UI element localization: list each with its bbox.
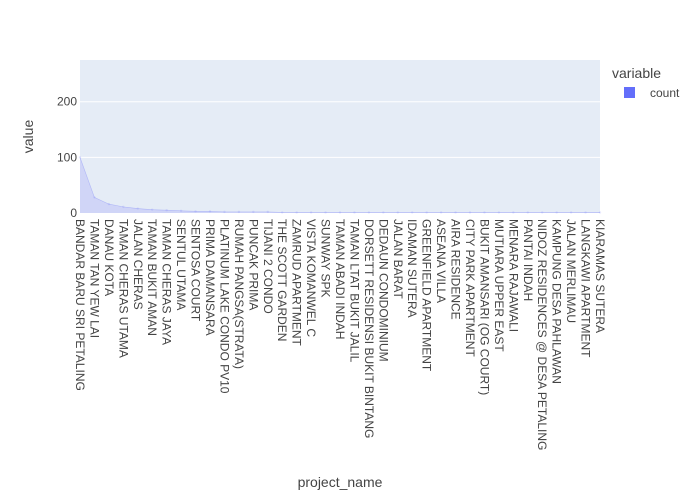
- data-point[interactable]: [396, 211, 399, 214]
- data-point[interactable]: [266, 210, 269, 214]
- data-point[interactable]: [179, 209, 183, 212]
- x-tick-label: PANTAI INDAH: [521, 219, 535, 301]
- data-point[interactable]: [136, 207, 139, 210]
- data-point[interactable]: [569, 211, 573, 214]
- x-axis-title: project_name: [298, 474, 383, 490]
- data-point[interactable]: [252, 210, 255, 214]
- data-point[interactable]: [223, 210, 226, 214]
- data-point[interactable]: [309, 211, 313, 214]
- area-line-count: [79, 157, 600, 213]
- data-point[interactable]: [541, 211, 544, 214]
- x-tick-label: PRIMA DAMANSARA: [203, 219, 217, 336]
- y-tick-labels: 0 100 200: [57, 95, 77, 220]
- y-axis-title: value: [20, 120, 36, 154]
- legend-label-count[interactable]: count: [650, 86, 680, 100]
- data-point[interactable]: [237, 210, 241, 214]
- data-point[interactable]: [194, 210, 197, 213]
- x-tick-label: MENARA RAJAWALI: [506, 219, 520, 332]
- x-tick-label: BANDAR BARU SRI PETALING: [73, 219, 87, 391]
- data-point[interactable]: [425, 211, 428, 214]
- x-tick-label: JALAN BARAT: [391, 219, 405, 299]
- x-tick-label: SENTUL UTAMA: [174, 219, 188, 310]
- data-point[interactable]: [208, 210, 212, 213]
- x-tick-label: ZAMRUD APARTMENT: [290, 219, 304, 347]
- x-tick-label: MUTIARA UPPER EAST: [492, 219, 506, 352]
- x-tick-label: THE SCOTT GARDEN: [275, 219, 289, 341]
- x-tick-label: RUMAH PANGSA(STRATA): [232, 219, 246, 369]
- data-point[interactable]: [526, 211, 529, 214]
- x-tick-label: TAMAN LTAT BUKIT JALIL: [347, 219, 361, 363]
- area-layer: [78, 156, 602, 214]
- x-tick-label: PUNCAK PRIMA: [246, 219, 260, 310]
- data-point[interactable]: [281, 211, 284, 214]
- data-point[interactable]: [555, 211, 558, 214]
- data-point[interactable]: [353, 211, 356, 214]
- legend-swatch-count[interactable]: [624, 87, 635, 98]
- x-tick-label: GREENFIELD APARTMENT: [420, 219, 434, 372]
- x-tick-label: AIRA RESIDENCE: [449, 219, 463, 320]
- x-tick-label: IDAMAN SUTERA: [405, 219, 419, 318]
- x-tick-label: JALAN MERLIMAU: [564, 219, 578, 323]
- data-point[interactable]: [324, 211, 327, 214]
- x-tick-label: KIARAMAS SUTERA: [593, 219, 607, 333]
- x-tick-label: CITY PARK APARTMENT: [463, 219, 477, 357]
- y-tick-label: 200: [57, 95, 77, 109]
- grid-layer: [80, 101, 600, 158]
- data-point[interactable]: [93, 196, 96, 199]
- x-tick-label: TAMAN TAN YEW LAI: [87, 219, 101, 338]
- x-tick-label: TAMAN ABADI INDAH: [333, 219, 347, 339]
- data-point[interactable]: [454, 211, 457, 214]
- plot-background: [80, 60, 600, 213]
- data-point[interactable]: [584, 211, 587, 214]
- data-point[interactable]: [151, 208, 154, 211]
- x-tick-label: ASEANA VILLA: [434, 219, 448, 303]
- x-tick-label: VISTA KOMANWEL C: [304, 219, 318, 337]
- y-tick-label: 0: [70, 206, 77, 220]
- x-tick-label: DANAU KOTA: [102, 219, 116, 296]
- data-point[interactable]: [439, 211, 443, 214]
- data-point[interactable]: [295, 211, 298, 214]
- data-point[interactable]: [107, 202, 111, 206]
- data-point[interactable]: [468, 211, 472, 214]
- x-tick-label: LANGKAWI APARTMENT: [579, 219, 593, 358]
- legend-title: variable: [612, 65, 661, 81]
- data-point[interactable]: [382, 211, 385, 214]
- x-tick-label: DORSETT RESIDENSI BUKIT BINTANG: [362, 219, 376, 438]
- legend: variable count: [612, 65, 680, 100]
- data-point[interactable]: [483, 211, 486, 214]
- data-point[interactable]: [497, 211, 501, 214]
- y-tick-label: 100: [57, 150, 77, 164]
- x-tick-label: SENTOSA COURT: [189, 219, 203, 322]
- x-tick-label: NIDOZ RESIDENCES @ DESA PETALING: [535, 219, 549, 450]
- data-point[interactable]: [411, 211, 414, 214]
- x-tick-label: KAMPUNG DESA PAHLAWAN: [550, 219, 564, 384]
- x-tick-label: JALAN CHERAS: [131, 219, 145, 310]
- data-point[interactable]: [367, 211, 371, 214]
- data-point[interactable]: [598, 211, 602, 214]
- data-point[interactable]: [78, 156, 82, 159]
- x-tick-label: DEDAUN CONDOMINIUM: [376, 219, 390, 362]
- data-point[interactable]: [338, 211, 342, 214]
- data-point[interactable]: [122, 205, 125, 209]
- x-tick-label: BUKIT AMANSARI (OG COURT): [477, 219, 491, 395]
- x-tick-label: TAMAN CHERAS UTAMA: [116, 219, 130, 358]
- data-point[interactable]: [512, 211, 515, 214]
- x-tick-label: PLATINUM LAKE CONDO PV10: [217, 219, 231, 394]
- x-tick-label: TAMAN CHERAS JAYA: [160, 219, 174, 345]
- x-tick-labels: BANDAR BARU SRI PETALING TAMAN TAN YEW LA…: [73, 219, 607, 450]
- x-tick-label: SUNWAY SPK: [319, 219, 333, 297]
- x-tick-label: TAMAN BUKIT AMAN: [145, 219, 159, 336]
- data-point[interactable]: [165, 209, 168, 212]
- x-tick-label: TIJANI 2 CONDO: [261, 219, 275, 314]
